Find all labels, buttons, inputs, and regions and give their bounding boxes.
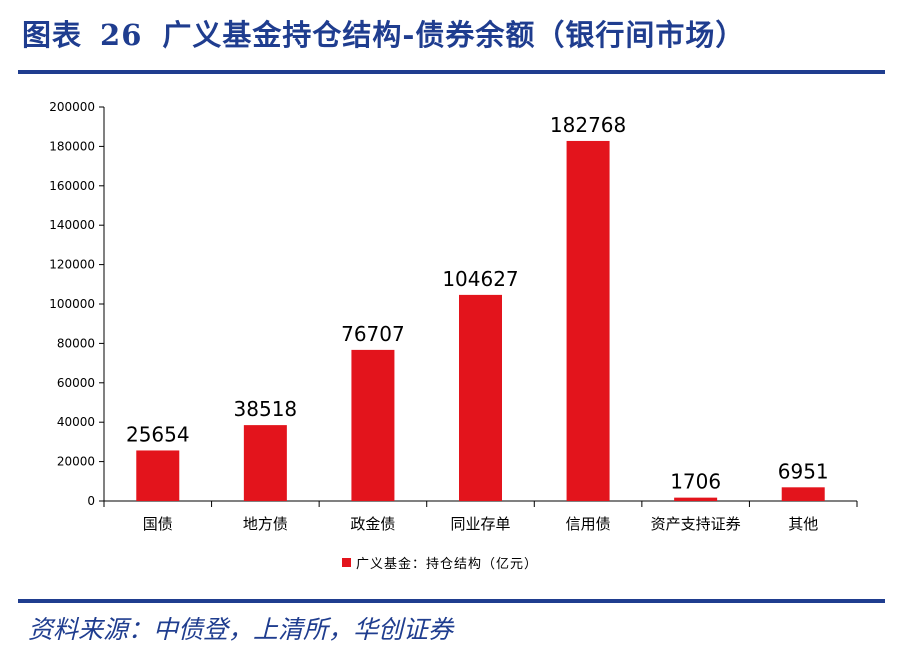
data-label: 76707 [341,322,405,346]
bar [243,425,287,501]
data-label: 104627 [442,267,518,291]
y-tick-label: 40000 [57,415,95,429]
y-tick-label: 200000 [49,100,95,114]
x-category-label: 政金债 [350,515,395,533]
x-category-label: 资产支持证券 [651,515,741,533]
y-tick-label: 20000 [57,455,95,469]
data-label: 25654 [126,422,190,446]
y-tick-label: 0 [87,494,95,508]
y-tick-label: 120000 [49,258,95,272]
data-label: 38518 [234,397,298,421]
bar [136,450,180,501]
data-labels: 25654 38518 76707 104627 182768 1706 6951 [126,113,829,494]
chart-title: 广义基金持仓结构-债券余额（银行间市场） [162,18,746,52]
bar [566,140,610,502]
x-category-label: 同业存单 [450,515,510,533]
bar [674,497,718,501]
bars [136,140,825,502]
legend-label: 广义基金：持仓结构（亿元） [356,556,538,572]
figure-number: 26 [100,18,143,52]
source-note: 资料来源：中债登，上清所，华创证券 [28,615,454,644]
bar [459,294,502,501]
x-category-label: 其他 [788,515,818,533]
data-label: 6951 [778,459,829,483]
bar [351,349,395,501]
data-label: 182768 [550,113,626,137]
y-axis: 0 20000 40000 60000 80000 100000 120000 140000 1… [49,100,105,508]
bar [781,487,825,501]
x-category-label: 国债 [143,515,173,533]
header-rule [18,70,885,74]
y-tick-label: 160000 [49,179,95,193]
y-tick-label: 180000 [49,139,95,153]
legend: 广义基金：持仓结构（亿元） [342,556,538,572]
x-category-label: 信用债 [566,515,611,533]
x-category-label: 地方债 [243,515,288,533]
y-tick-label: 60000 [57,376,95,390]
y-tick-label: 80000 [57,336,95,350]
figure-label: 图表 [22,18,83,52]
y-tick-label: 140000 [49,218,95,232]
x-axis: 国债 地方债 政金债 同业存单 信用债 资产支持证券 其他 [103,500,858,533]
data-label: 1706 [670,470,721,494]
legend-swatch [342,558,351,567]
footer-rule [18,599,885,603]
figure-title: 图表 26 广义基金持仓结构-债券余额（银行间市场） [22,10,745,60]
y-tick-label: 100000 [49,297,95,311]
